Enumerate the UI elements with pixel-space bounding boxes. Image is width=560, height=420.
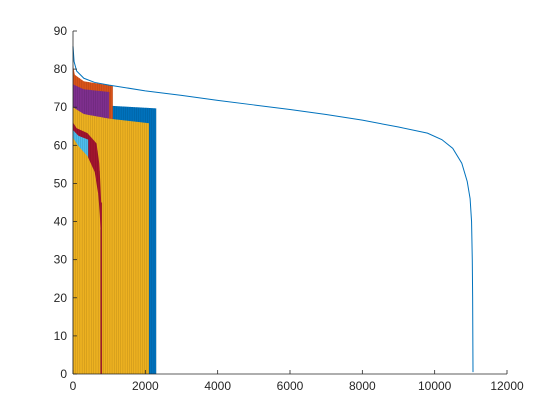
y-tick-label: 50 bbox=[54, 176, 68, 190]
y-tick-label: 90 bbox=[54, 24, 68, 38]
x-tick-label: 2000 bbox=[132, 379, 159, 393]
y-tick-label: 20 bbox=[54, 291, 68, 305]
y-tick-label: 10 bbox=[54, 329, 68, 343]
x-tick-label: 4000 bbox=[204, 379, 231, 393]
x-tick-label: 12000 bbox=[490, 379, 524, 393]
y-tick-label: 80 bbox=[54, 62, 68, 76]
line-series-0 bbox=[72, 46, 474, 373]
bars-layer bbox=[72, 65, 157, 375]
y-tick-label: 70 bbox=[54, 100, 68, 114]
ticks-layer: 0 2000 4000 6000 8000 10000 12000 0 10 20 30 40 50 60… bbox=[54, 24, 524, 393]
y-tick-label: 40 bbox=[54, 215, 68, 229]
lines-layer bbox=[72, 46, 474, 373]
x-tick-label: 6000 bbox=[277, 379, 304, 393]
y-tick-label: 30 bbox=[54, 253, 68, 267]
x-tick-label: 0 bbox=[70, 379, 77, 393]
bar-fill bbox=[73, 137, 101, 374]
y-tick-label: 60 bbox=[54, 138, 68, 152]
x-tick-label: 10000 bbox=[418, 379, 452, 393]
bar-series-7 bbox=[72, 137, 101, 374]
y-tick-label: 0 bbox=[60, 367, 67, 381]
x-tick-label: 8000 bbox=[349, 379, 376, 393]
